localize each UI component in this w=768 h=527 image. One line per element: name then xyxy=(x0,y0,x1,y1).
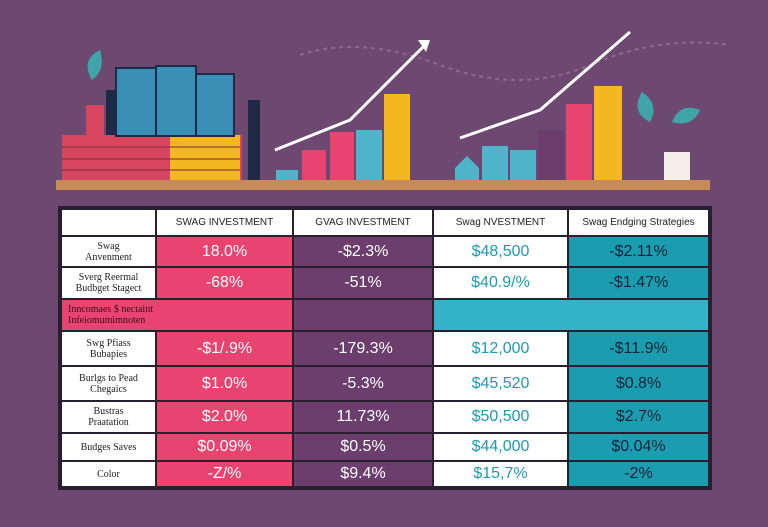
row-label: Budges Saves xyxy=(59,432,157,462)
note-row: Inncomaes $ nectaint Infeiomumimnoten xyxy=(59,298,711,332)
value-cell: -$1/.9% xyxy=(155,330,294,367)
value-cell: $9.4% xyxy=(292,460,434,489)
data-table: SWAG INVESTMENT GVAG INVESTMENT Swag NVEST… xyxy=(58,206,712,490)
value-cell: $12,000 xyxy=(432,330,569,367)
header-cell: Swag NVESTMENT xyxy=(432,207,569,237)
value-cell: -179.3% xyxy=(292,330,434,367)
header-cell: Swag Endging Strategies xyxy=(567,207,711,237)
value-cell: $0.8% xyxy=(567,365,711,402)
data-row: Color -Z/% $9.4% $15,7% -2% xyxy=(59,460,711,489)
data-row: Swg Pfiass Bubapies -$1/.9% -179.3% $12,000… xyxy=(59,330,711,367)
header-cell xyxy=(59,207,157,237)
value-cell: -5.3% xyxy=(292,365,434,402)
data-row: Burlgs to Pead Chegaics $1.0% -5.3% $45,520… xyxy=(59,365,711,402)
value-cell: $2.0% xyxy=(155,400,294,434)
value-cell: 18.0% xyxy=(155,235,294,268)
note-cell xyxy=(292,298,434,332)
value-cell: -68% xyxy=(155,266,294,300)
value-cell: $0.04% xyxy=(567,432,711,462)
value-cell: -2% xyxy=(567,460,711,489)
data-row: Budges Saves $0.09% $0.5% $44,000 $0.04% xyxy=(59,432,711,462)
value-cell: -$2.11% xyxy=(567,235,711,268)
value-cell: $15,7% xyxy=(432,460,569,489)
value-cell: -$2.3% xyxy=(292,235,434,268)
value-cell: $45,520 xyxy=(432,365,569,402)
value-cell: -51% xyxy=(292,266,434,300)
row-label: Sverg Reermal Budbget Stagect xyxy=(59,266,157,300)
header-row: SWAG INVESTMENT GVAG INVESTMENT Swag NVEST… xyxy=(59,207,711,237)
row-label: Swag Anvenment xyxy=(59,235,157,268)
value-cell: 11.73% xyxy=(292,400,434,434)
row-label: Bustras Praatation xyxy=(59,400,157,434)
header-cell: SWAG INVESTMENT xyxy=(155,207,294,237)
data-row: Swag Anvenment 18.0% -$2.3% $48,500 -$2.11% xyxy=(59,235,711,268)
value-cell: -$11.9% xyxy=(567,330,711,367)
header-cell: GVAG INVESTMENT xyxy=(292,207,434,237)
row-label: Burlgs to Pead Chegaics xyxy=(59,365,157,402)
value-cell: $1.0% xyxy=(155,365,294,402)
value-cell: $48,500 xyxy=(432,235,569,268)
row-label: Color xyxy=(59,460,157,489)
data-row: Sverg Reermal Budbget Stagect -68% -51% $40… xyxy=(59,266,711,300)
value-cell: $2.7% xyxy=(567,400,711,434)
value-cell: $50,500 xyxy=(432,400,569,434)
value-cell: -$1.47% xyxy=(567,266,711,300)
value-cell: -Z/% xyxy=(155,460,294,489)
row-label: Swg Pfiass Bubapies xyxy=(59,330,157,367)
value-cell: $0.5% xyxy=(292,432,434,462)
value-cell: $40.9/% xyxy=(432,266,569,300)
value-cell: $44,000 xyxy=(432,432,569,462)
illustration xyxy=(56,30,731,190)
value-cell: $0.09% xyxy=(155,432,294,462)
data-row: Bustras Praatation $2.0% 11.73% $50,500 $2.7… xyxy=(59,400,711,434)
note-cell: Inncomaes $ nectaint Infeiomumimnoten xyxy=(59,298,294,332)
note-cell xyxy=(432,298,711,332)
